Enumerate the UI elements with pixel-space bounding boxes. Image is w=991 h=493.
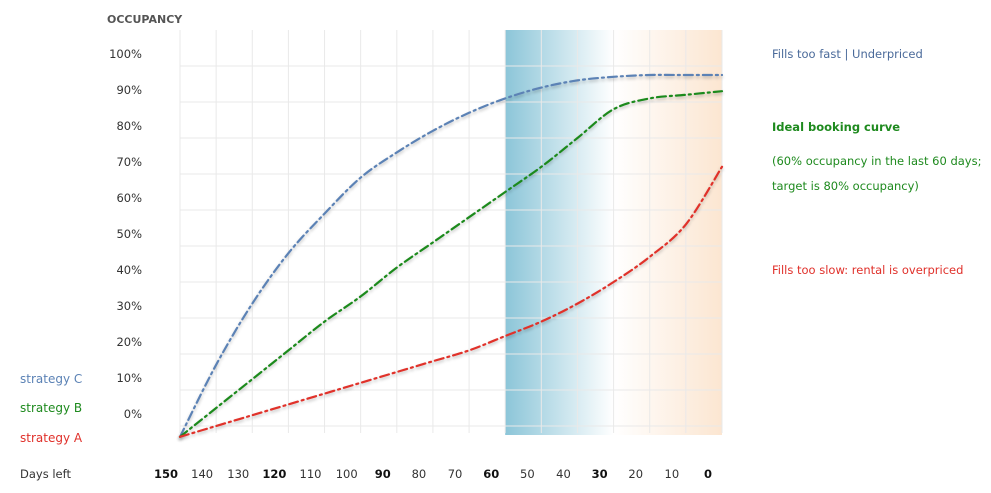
y-axis-title: OCCUPANCY xyxy=(107,13,183,26)
highlight-band xyxy=(613,30,722,435)
grid xyxy=(179,30,723,433)
annotation-text: (60% occupancy in the last 60 days; xyxy=(772,154,981,168)
annotation-text: Fills too fast | Underpriced xyxy=(772,47,923,61)
annotation-text: target is 80% occupancy) xyxy=(772,179,919,193)
legend-item: strategy B xyxy=(20,401,82,415)
highlight-band xyxy=(505,30,614,435)
y-tick-label: 50% xyxy=(116,227,142,241)
x-tick-labels: 150 140 130 120 110 100 90 80 70 60 50 40 30 20 10 0 xyxy=(154,467,712,481)
legend-item: strategy C xyxy=(20,372,82,386)
x-tick-label: 130 xyxy=(227,467,249,481)
y-tick-label: 20% xyxy=(116,335,142,349)
y-tick-label: 60% xyxy=(116,191,142,205)
annotation-text: Ideal booking curve xyxy=(772,120,900,134)
y-tick-labels: 100% 90% 80% 70% 60% 50% 40% 30% 20% 10% 0% xyxy=(109,47,142,421)
x-tick-label: 120 xyxy=(262,467,286,481)
series-line-strategy-a xyxy=(178,165,724,438)
x-tick-label: 110 xyxy=(300,467,322,481)
x-tick-label: 100 xyxy=(336,467,358,481)
y-tick-label: 10% xyxy=(116,371,142,385)
x-tick-label: 150 xyxy=(154,467,178,481)
x-tick-label: 140 xyxy=(191,467,213,481)
x-tick-label: 20 xyxy=(628,467,643,481)
y-tick-label: 0% xyxy=(124,407,142,421)
annotations: Fills too fast | Underpriced Ideal bookin… xyxy=(772,47,981,277)
x-tick-label: 30 xyxy=(592,467,608,481)
y-tick-label: 90% xyxy=(116,83,142,97)
x-tick-label: 90 xyxy=(375,467,391,481)
series-lines xyxy=(178,73,724,438)
x-tick-label: 0 xyxy=(704,467,712,481)
series-line-strategy-b xyxy=(178,90,724,438)
legend-item: strategy A xyxy=(20,431,83,445)
series-line-strategy-c xyxy=(178,73,724,438)
x-tick-label: 50 xyxy=(520,467,535,481)
x-tick-label: 40 xyxy=(556,467,571,481)
legend: strategy C strategy B strategy A xyxy=(20,372,83,445)
y-tick-label: 40% xyxy=(116,263,142,277)
x-axis-title: Days left xyxy=(20,467,71,481)
y-tick-label: 70% xyxy=(116,155,142,169)
y-tick-label: 100% xyxy=(109,47,142,61)
x-tick-label: 60 xyxy=(483,467,499,481)
y-tick-label: 80% xyxy=(116,119,142,133)
x-tick-label: 10 xyxy=(665,467,680,481)
annotation-text: Fills too slow: rental is overpriced xyxy=(772,263,963,277)
highlight-bands xyxy=(505,30,722,435)
y-tick-label: 30% xyxy=(116,299,142,313)
x-tick-label: 80 xyxy=(412,467,427,481)
x-tick-label: 70 xyxy=(448,467,463,481)
